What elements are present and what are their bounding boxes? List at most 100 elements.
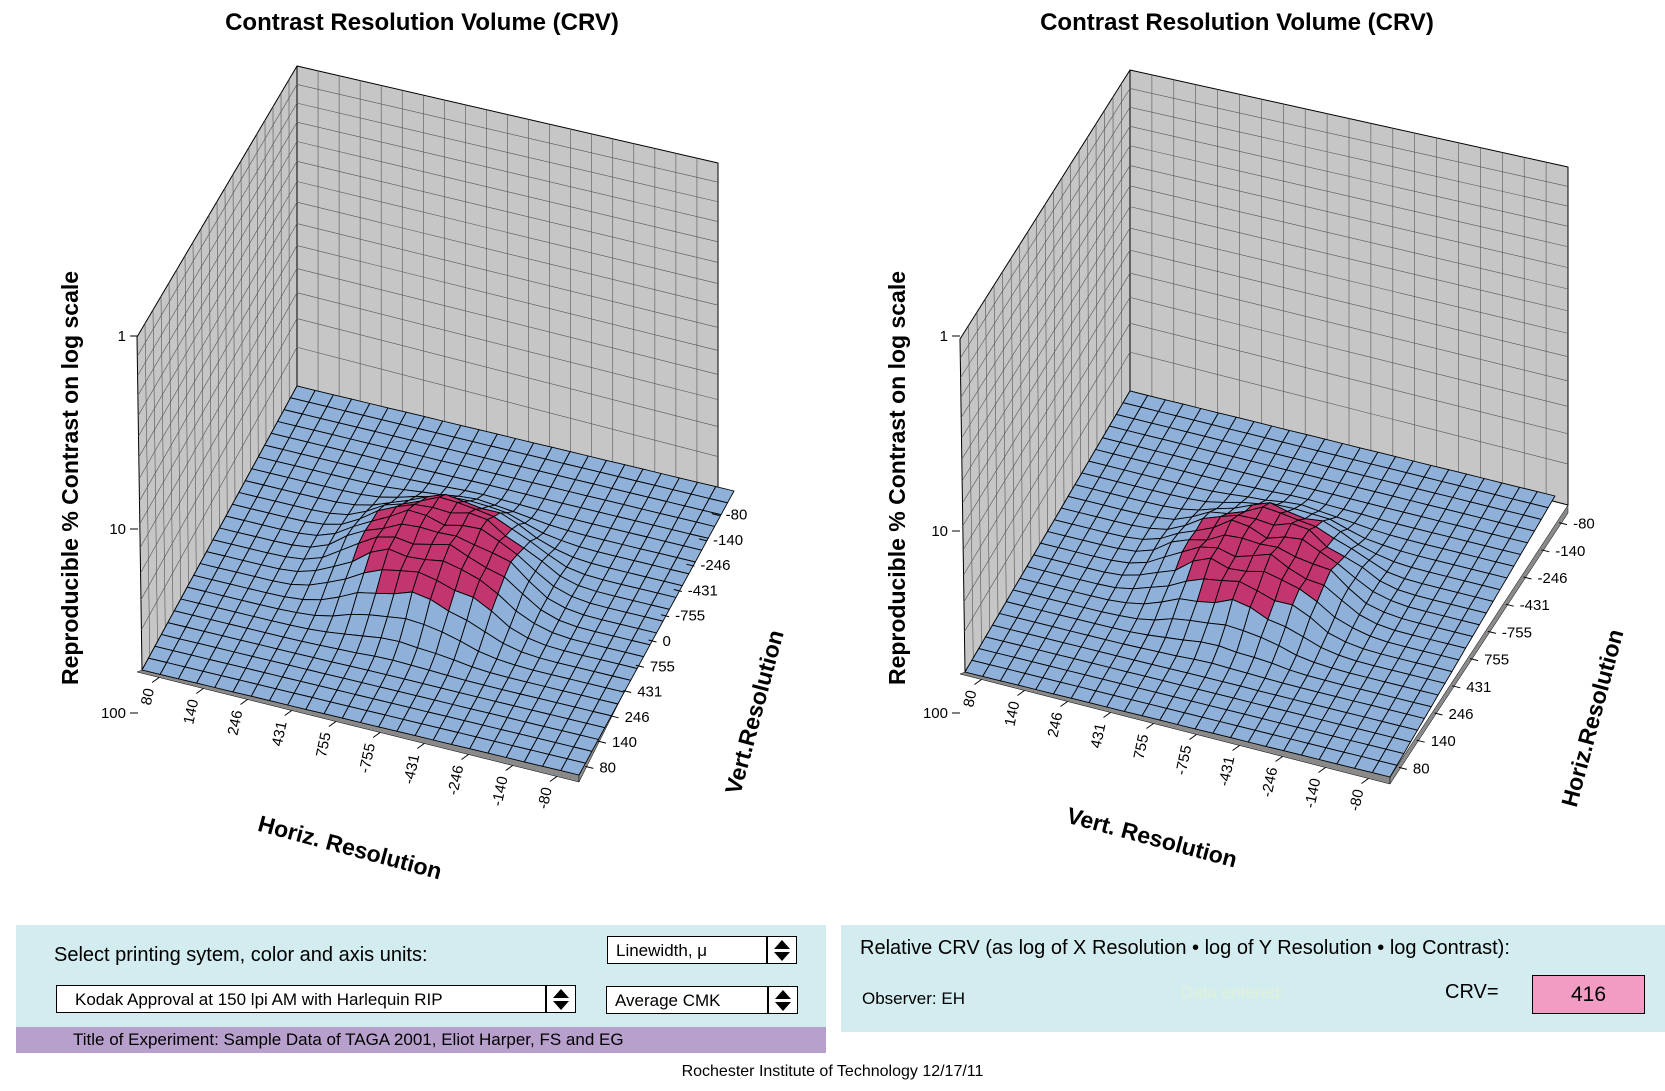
x-tick-mark xyxy=(1103,712,1111,718)
y-tick-mark xyxy=(1469,658,1479,662)
up-arrow-icon xyxy=(774,940,790,949)
gridline xyxy=(160,296,166,628)
x-tick-label: 755 xyxy=(1131,733,1153,761)
experiment-title-bar: Title of Experiment: Sample Data of TAGA… xyxy=(16,1027,826,1053)
x-tick-label: -431 xyxy=(1216,755,1239,788)
z-tick-label: 10 xyxy=(931,523,948,540)
x-tick-mark xyxy=(1318,767,1326,773)
up-arrow-icon xyxy=(775,990,791,999)
gridline xyxy=(138,161,298,437)
gridline xyxy=(1112,96,1114,420)
down-arrow-icon xyxy=(774,952,790,961)
gridline xyxy=(1129,351,1569,465)
x-tick-label: -140 xyxy=(489,775,512,808)
y-tick-label: 431 xyxy=(637,684,662,701)
gridline xyxy=(139,268,298,548)
gridline xyxy=(1129,185,1569,290)
gridline xyxy=(1002,271,1007,602)
units-select[interactable]: Linewidth, μ xyxy=(607,936,767,964)
x-tick-mark xyxy=(284,710,292,716)
gridline xyxy=(1129,249,1569,357)
experiment-title: Title of Experiment: Sample Data of TAGA… xyxy=(73,1030,624,1049)
down-arrow-icon xyxy=(553,1001,569,1010)
y-tick-mark xyxy=(686,563,695,567)
x-tick-mark xyxy=(417,743,425,749)
y-tick-mark xyxy=(711,513,720,517)
y-tick-mark xyxy=(623,690,632,694)
gridline xyxy=(296,141,719,243)
x-tick-mark xyxy=(461,754,469,760)
gridline xyxy=(232,174,236,500)
system-select[interactable]: Kodak Approval at 150 lpi AM with Harleq… xyxy=(56,985,546,1013)
x-tick-mark xyxy=(505,765,513,771)
gridline xyxy=(964,351,1131,632)
gridline xyxy=(137,121,298,396)
x-tick-label: 80 xyxy=(960,689,980,709)
y-axis-label: Vert.Resolution xyxy=(720,627,789,797)
relative-crv-label: Relative CRV (as log of X Resolution • l… xyxy=(860,937,1510,959)
x-tick-label: 755 xyxy=(313,731,335,759)
y-tick-label: -246 xyxy=(700,557,730,574)
gridline xyxy=(296,346,719,457)
gridline xyxy=(272,106,275,429)
wall-gridlines xyxy=(137,70,719,656)
units-stepper[interactable] xyxy=(767,936,797,964)
y-tick-label: -431 xyxy=(688,582,718,599)
x-tick-mark xyxy=(974,679,982,685)
gridline xyxy=(152,309,158,642)
color-select[interactable]: Average CMK xyxy=(606,986,768,1014)
gridline xyxy=(1129,297,1569,407)
gridline xyxy=(296,223,719,328)
surface-facet xyxy=(560,758,586,776)
gridline xyxy=(1087,137,1090,462)
y-tick-mark xyxy=(1541,549,1550,553)
gridline xyxy=(256,133,259,458)
y-tick-mark xyxy=(1487,630,1497,634)
y-tick-label: 431 xyxy=(1466,679,1491,696)
x-tick-mark xyxy=(1232,745,1240,751)
system-stepper[interactable] xyxy=(546,985,576,1013)
y-tick-label: 80 xyxy=(599,759,616,776)
y-tick-label: 80 xyxy=(1413,760,1430,777)
y-tick-mark xyxy=(661,614,670,618)
y-tick-mark xyxy=(698,538,708,542)
gridline xyxy=(1129,106,1569,207)
x-tick-mark xyxy=(328,721,337,727)
x-tick-mark xyxy=(1189,734,1197,740)
y-tick-label: -140 xyxy=(713,532,743,549)
x-tick-label: -246 xyxy=(1259,766,1282,799)
crv-chart-left: Contrast Resolution Volume (CRV) 80 140 246… xyxy=(57,9,789,884)
gridline xyxy=(962,273,1131,550)
y-tick-mark xyxy=(1523,576,1532,580)
x-tick-label: -80 xyxy=(535,786,556,811)
gridline xyxy=(1044,204,1048,532)
z-tick-label: 1 xyxy=(940,328,948,345)
y-tick-label: -755 xyxy=(1502,624,1532,641)
gridline xyxy=(137,141,298,416)
gridline xyxy=(968,325,974,658)
x-tick-label: -755 xyxy=(1173,744,1196,777)
gridline xyxy=(140,292,298,574)
gridline xyxy=(296,181,719,284)
y-tick-mark xyxy=(597,740,607,744)
footer-text: Rochester Institute of Technology 12/17/… xyxy=(681,1063,984,1080)
gridline xyxy=(296,121,719,222)
gridline xyxy=(208,215,213,543)
y-tick-label: -80 xyxy=(726,507,748,524)
x-tick-label: 246 xyxy=(1045,711,1067,739)
surface-facet xyxy=(1371,760,1398,778)
gridline xyxy=(184,255,189,585)
color-stepper[interactable] xyxy=(768,986,798,1014)
chart-title: Contrast Resolution Volume (CRV) xyxy=(1040,9,1434,36)
y-tick-label: 246 xyxy=(625,709,650,726)
gridline xyxy=(962,249,1131,527)
y-tick-label: -246 xyxy=(1538,570,1568,587)
gridline xyxy=(1129,165,1569,268)
gridline xyxy=(139,223,298,502)
z-tick-label: 10 xyxy=(109,521,126,538)
gridline xyxy=(224,187,228,514)
gridline xyxy=(296,318,719,427)
x-tick-mark xyxy=(372,732,381,738)
data-entered-label: Data entered: xyxy=(1181,983,1285,1002)
